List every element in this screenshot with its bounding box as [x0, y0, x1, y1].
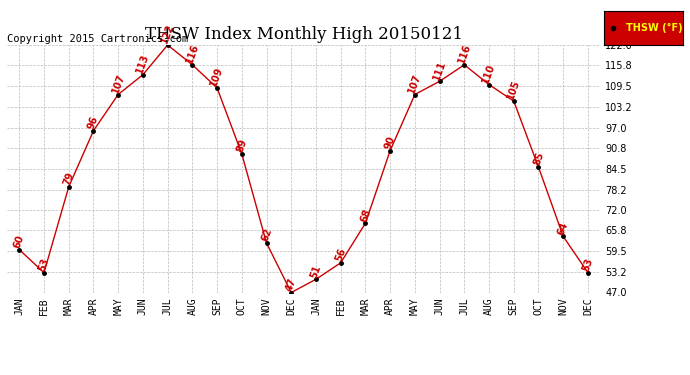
Text: 109: 109	[209, 66, 225, 88]
Text: 116: 116	[184, 42, 201, 65]
Text: 56: 56	[334, 247, 348, 263]
Text: 89: 89	[235, 138, 249, 154]
Text: 113: 113	[135, 52, 151, 75]
Text: 62: 62	[259, 227, 273, 243]
Text: 47: 47	[284, 276, 298, 292]
Text: 110: 110	[481, 62, 497, 85]
Text: 122: 122	[159, 22, 176, 45]
Text: 90: 90	[383, 135, 397, 151]
Text: 116: 116	[456, 42, 473, 65]
Text: 107: 107	[406, 72, 423, 94]
Text: 60: 60	[12, 234, 26, 250]
Text: 53: 53	[581, 256, 595, 273]
Text: 64: 64	[556, 220, 570, 236]
Text: 85: 85	[531, 151, 546, 167]
Title: THSW Index Monthly High 20150121: THSW Index Monthly High 20150121	[145, 27, 462, 44]
Text: THSW (°F): THSW (°F)	[626, 23, 682, 33]
Text: 96: 96	[86, 115, 101, 131]
Text: 79: 79	[61, 171, 76, 187]
Text: 111: 111	[431, 59, 448, 81]
Text: 53: 53	[37, 256, 51, 273]
Text: 105: 105	[506, 79, 522, 101]
Text: 68: 68	[358, 207, 373, 223]
Text: 107: 107	[110, 72, 126, 94]
Text: 51: 51	[309, 263, 323, 279]
Text: Copyright 2015 Cartronics.com: Copyright 2015 Cartronics.com	[7, 34, 188, 44]
